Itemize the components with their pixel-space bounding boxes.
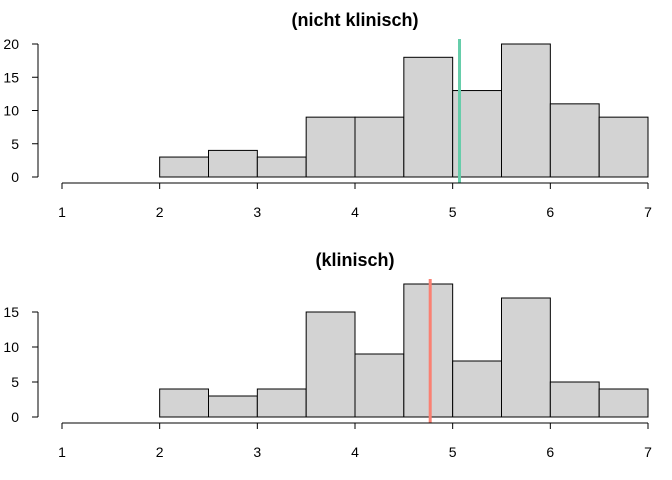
histogram-bar	[256, 156, 307, 178]
histogram-bar	[159, 388, 210, 418]
x-tick-label: 7	[644, 444, 652, 460]
histogram-bar	[403, 283, 454, 418]
histogram-bar	[549, 103, 600, 178]
histogram-bar	[208, 395, 258, 418]
histogram-bar	[305, 116, 356, 178]
x-tick-label: 5	[449, 444, 457, 460]
histogram-bar	[305, 311, 356, 418]
x-tick-label: 3	[253, 204, 261, 220]
y-tick-label: 10	[3, 339, 19, 355]
histogram-bar	[354, 116, 405, 178]
histogram-bar	[208, 149, 258, 178]
histogram-bar	[159, 156, 210, 178]
histogram-bar	[598, 116, 649, 178]
x-tick-label: 2	[156, 204, 164, 220]
y-tick-label: 0	[11, 409, 19, 425]
y-tick-label: 5	[11, 374, 19, 390]
x-tick-label: 3	[253, 444, 261, 460]
histogram-bar	[452, 360, 502, 418]
x-tick-label: 6	[546, 444, 554, 460]
histogram-bar	[549, 381, 600, 418]
histogram-bar	[403, 56, 454, 178]
histogram-bar	[256, 388, 307, 418]
histogram-panel-nicht-klinisch: (nicht klinisch) 0 5 10 15 20 1 2 3 4 5 6 7	[3, 10, 652, 220]
x-tick-label: 1	[58, 444, 66, 460]
y-tick-label: 20	[3, 36, 19, 52]
panel-title: (nicht klinisch)	[291, 10, 418, 30]
histogram-bar	[501, 43, 551, 178]
x-tick-label: 4	[351, 444, 359, 460]
x-tick-label: 5	[449, 204, 457, 220]
histogram-bar	[598, 388, 649, 418]
x-tick-label: 6	[546, 204, 554, 220]
y-tick-label: 15	[3, 69, 19, 85]
histogram-bar	[354, 353, 405, 418]
panel-title: (klinisch)	[315, 250, 394, 270]
y-tick-label: 10	[3, 103, 19, 119]
y-tick-label: 0	[11, 169, 19, 185]
y-tick-label: 15	[3, 304, 19, 320]
x-tick-label: 7	[644, 204, 652, 220]
x-tick-label: 2	[156, 444, 164, 460]
histogram-panel-klinisch: (klinisch) 0 5 10 15 1 2 3 4 5 6 7	[3, 250, 652, 460]
x-tick-label: 1	[58, 204, 66, 220]
y-tick-label: 5	[11, 136, 19, 152]
histogram-bar	[501, 297, 551, 418]
x-tick-label: 4	[351, 204, 359, 220]
